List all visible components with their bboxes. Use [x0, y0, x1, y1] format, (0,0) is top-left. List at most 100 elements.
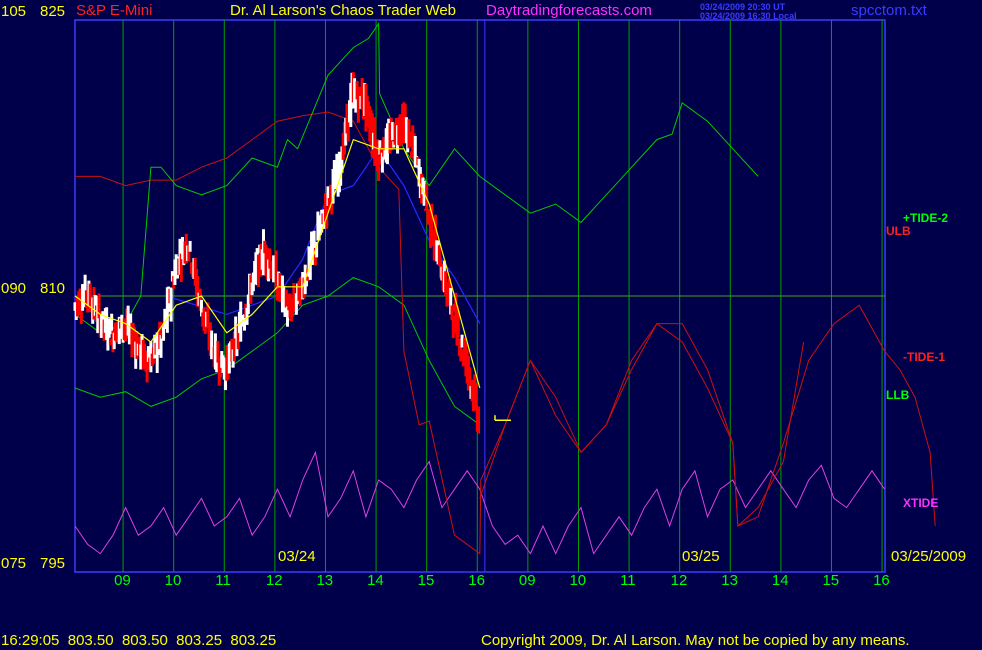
price-bar	[360, 77, 364, 110]
date-label-day2: 03/25	[682, 548, 720, 565]
left-scale-mid-inner: 810	[40, 280, 66, 297]
price-bar	[236, 322, 240, 350]
moving-average-yellow	[74, 138, 481, 389]
xtide-line	[74, 450, 886, 555]
price-bar	[196, 276, 200, 307]
price-bar	[444, 271, 448, 297]
left-scale-bottom-inner: 795	[40, 555, 66, 572]
price-bar	[246, 294, 250, 314]
price-bar	[88, 283, 92, 313]
price-bar	[132, 327, 136, 355]
price-bar	[477, 406, 481, 434]
price-bar	[356, 90, 360, 123]
price-bar	[382, 136, 386, 157]
hour-label: 14	[367, 572, 384, 589]
price-bar	[327, 198, 331, 210]
price-bar	[93, 294, 97, 316]
price-bar	[227, 343, 231, 374]
price-bar	[206, 302, 210, 329]
price-bar	[346, 113, 350, 142]
hour-label: 15	[822, 572, 840, 589]
price-bar	[449, 287, 453, 315]
price-bar	[323, 193, 327, 222]
left-scale-bottom-outer: 075	[1, 555, 27, 572]
price-bar	[315, 241, 319, 258]
hour-label: 09	[114, 572, 131, 589]
price-bar	[310, 231, 314, 264]
price-bar	[245, 307, 249, 325]
price-bar	[459, 339, 463, 362]
copyright-text: Copyright 2009, Dr. Al Larson. May not b…	[481, 632, 910, 649]
price-bar	[460, 334, 464, 348]
label-llb: LLB	[886, 388, 910, 402]
price-bar	[312, 230, 316, 255]
left-scale-mid-outer: 090	[1, 280, 27, 297]
price-bar	[110, 313, 114, 335]
hour-label: 10	[164, 572, 182, 589]
price-bar	[106, 328, 110, 351]
price-bar	[358, 86, 362, 99]
timestamp-local: 03/24/2009 16:30 Local	[700, 11, 797, 21]
left-scale-top-outer: 105	[1, 3, 27, 20]
timestamp-ut: 03/24/2009 20:30 UT	[700, 2, 786, 12]
hour-label: 12	[670, 572, 688, 589]
price-bar	[203, 320, 207, 334]
price-bar	[120, 314, 124, 339]
price-bar	[355, 80, 359, 100]
price-bar	[275, 271, 279, 301]
tide2-line	[74, 22, 759, 334]
price-bar	[470, 379, 474, 402]
price-bar	[267, 259, 271, 282]
price-bar	[325, 208, 329, 229]
price-bar	[108, 338, 112, 346]
price-bar	[162, 326, 166, 341]
price-bar	[391, 122, 395, 141]
price-bar	[471, 397, 475, 412]
hour-label: 16	[873, 572, 890, 589]
hour-label: 16	[468, 572, 485, 589]
price-bar	[187, 244, 191, 262]
label-xtide: XTIDE	[903, 496, 939, 510]
price-bar	[169, 287, 173, 322]
price-bar	[216, 340, 220, 363]
price-bar	[451, 315, 455, 339]
price-bar	[221, 355, 225, 373]
price-bar	[268, 248, 272, 269]
hour-label: 15	[417, 572, 435, 589]
price-bar	[144, 350, 148, 372]
label-tide2: +TIDE-2	[903, 211, 949, 225]
price-bar	[256, 254, 260, 287]
instrument-title: S&P E-Mini	[76, 2, 153, 19]
price-bar	[200, 299, 203, 317]
hour-label: 11	[215, 572, 231, 589]
hour-label: 14	[771, 572, 789, 589]
price-bar	[143, 343, 147, 357]
page-title: Dr. Al Larson's Chaos Trader Web	[230, 2, 457, 19]
price-bar	[375, 139, 379, 171]
hour-label: 09	[518, 572, 536, 589]
price-bar	[468, 367, 472, 391]
price-bar	[210, 330, 214, 360]
price-bar	[385, 123, 389, 165]
price-bar	[105, 307, 109, 340]
price-bar	[377, 155, 381, 181]
price-bar	[202, 308, 206, 331]
label-tide1: -TIDE-1	[903, 350, 945, 364]
price-bar	[112, 332, 116, 350]
price-bar	[97, 293, 101, 319]
price-bar	[329, 184, 333, 202]
price-bar	[378, 140, 382, 155]
price-bar	[283, 298, 287, 317]
price-bar	[145, 361, 149, 383]
left-scale-top-inner: 825	[40, 3, 66, 20]
website-link[interactable]: Daytradingforecasts.com	[486, 2, 652, 19]
price-bar	[354, 86, 358, 113]
date-label-full: 03/25/2009	[891, 548, 967, 565]
price-bar	[434, 214, 438, 251]
price-bar	[282, 285, 286, 303]
price-bar	[286, 306, 290, 327]
price-bar	[232, 331, 236, 362]
data-filename: spcctom.txt	[851, 2, 927, 19]
price-bar	[437, 245, 441, 267]
ohlc-readout: 16:29:05 803.50 803.50 803.25 803.25	[1, 632, 277, 649]
